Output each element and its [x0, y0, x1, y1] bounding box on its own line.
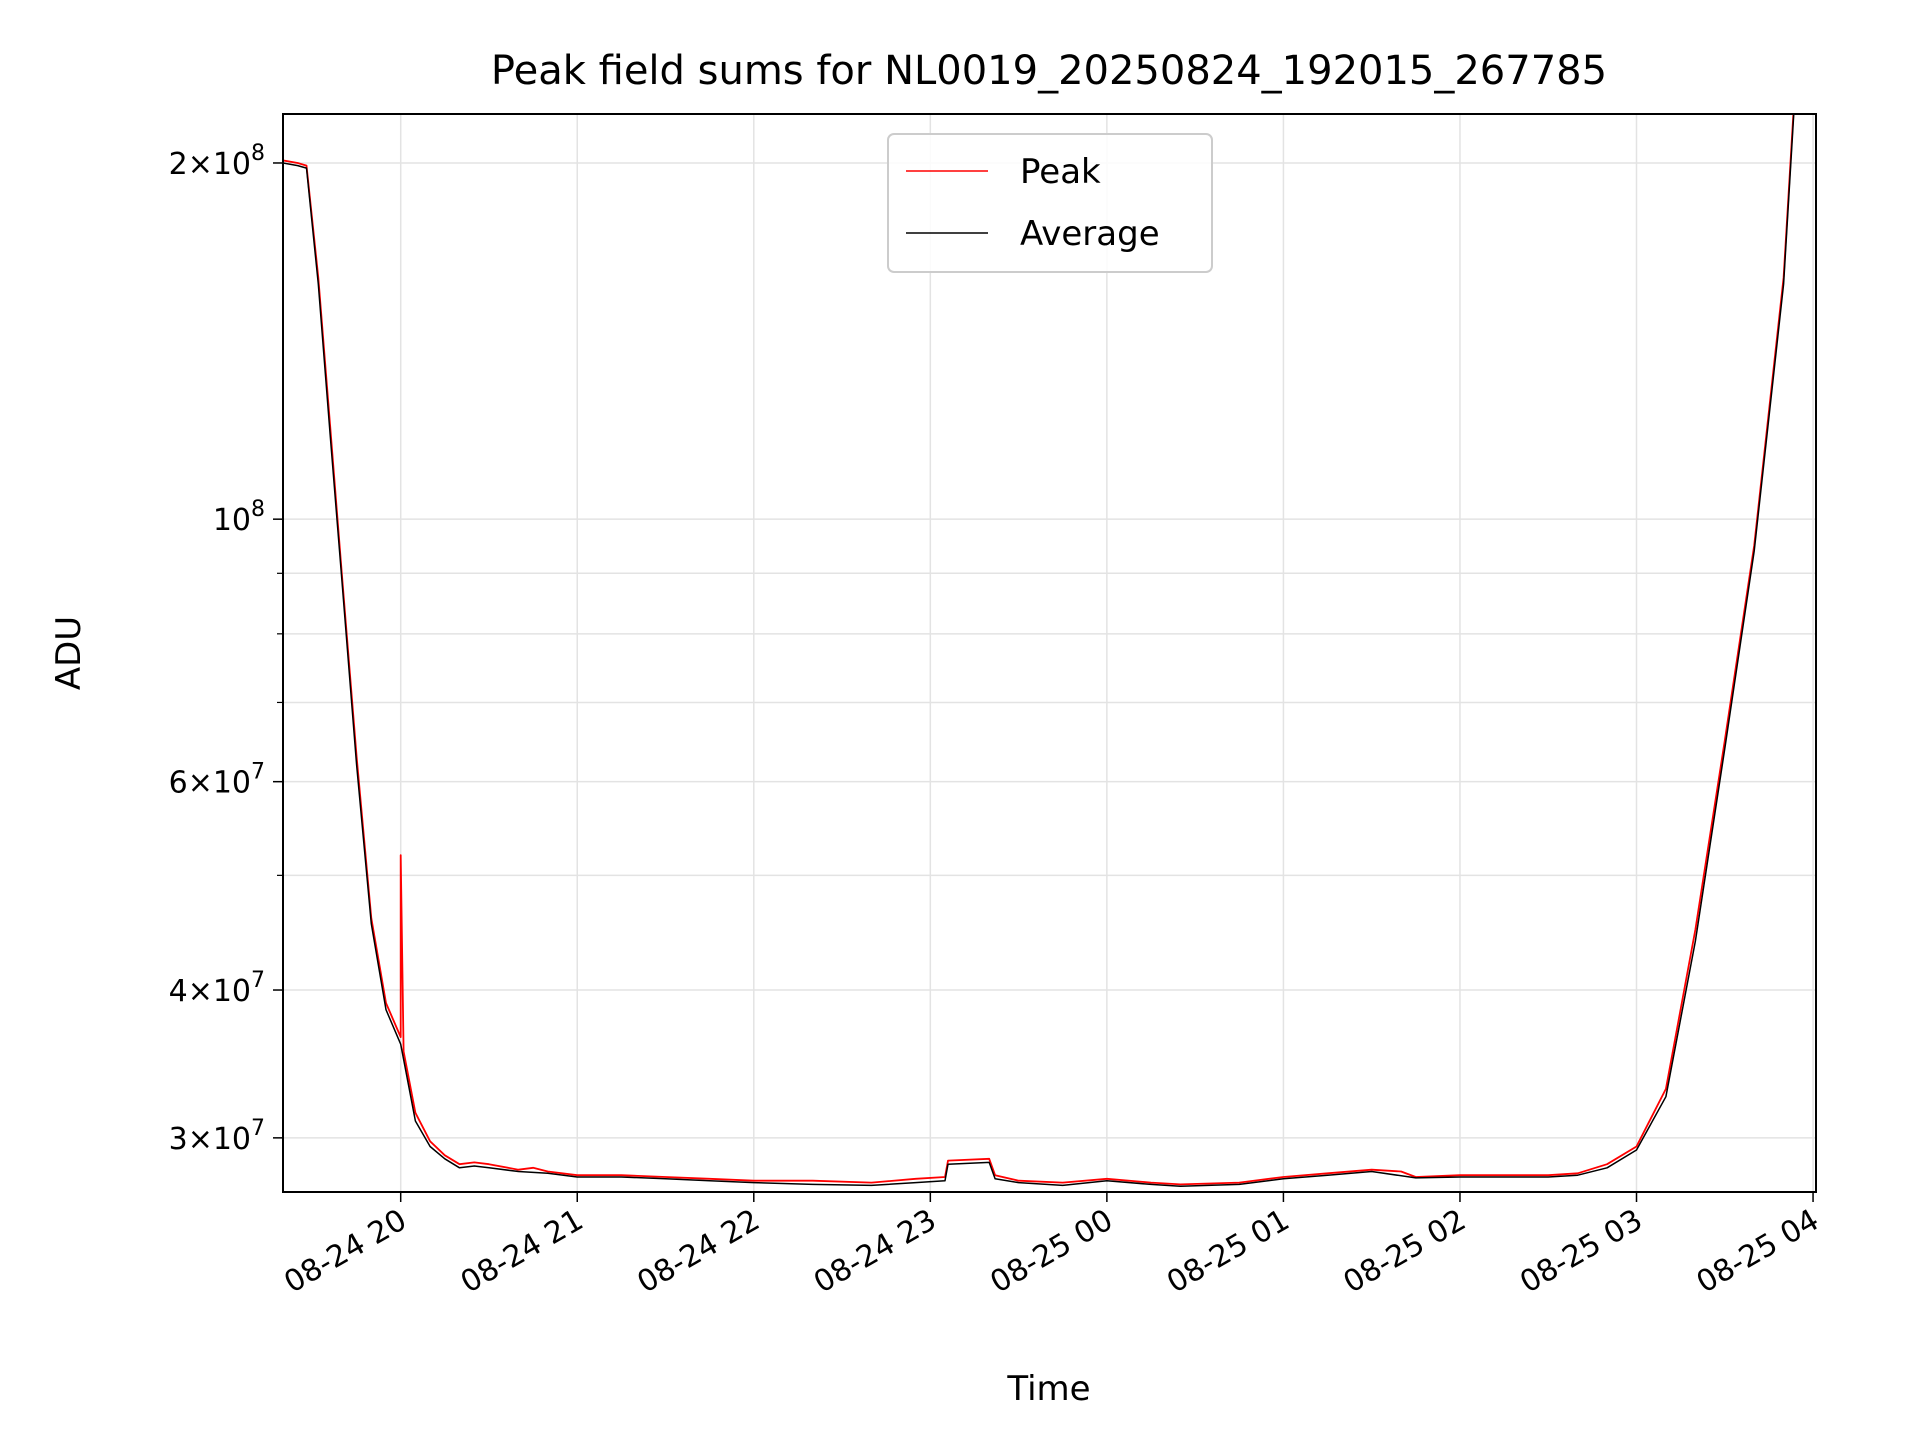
chart-title: Peak field sums for NL0019_20250824_1920…	[491, 48, 1607, 94]
y-tick-label: 2×108	[169, 141, 265, 182]
series-line-peak	[283, 114, 1795, 1186]
y-tick-mantissa: 4	[169, 974, 188, 1009]
series-lines	[283, 114, 1795, 1188]
y-tick-label: 108	[213, 497, 265, 538]
x-axis-label: Time	[1006, 1369, 1090, 1409]
y-tick-exponent: 7	[251, 760, 265, 785]
legend-box	[887, 133, 1213, 273]
legend: Peak Average	[887, 133, 1213, 273]
grid	[283, 114, 1816, 1192]
y-tick-exponent: 8	[251, 141, 265, 166]
plot-background	[283, 114, 1816, 1192]
y-axis-label: ADU	[49, 616, 89, 690]
y-tick-label: 4×107	[169, 968, 265, 1009]
y-tick-exponent: 8	[251, 497, 265, 522]
y-tick-label: 6×107	[169, 760, 265, 801]
y-tick-exponent: 7	[251, 968, 265, 993]
y-tick-label: 3×107	[169, 1116, 265, 1157]
legend-label-average: Average	[1020, 214, 1160, 254]
legend-label-peak: Peak	[1020, 152, 1101, 192]
plot-frame	[282, 113, 1817, 1193]
y-tick-mantissa: 3	[169, 1122, 188, 1157]
y-tick-mantissa: 6	[169, 766, 188, 801]
series-line-average	[283, 114, 1795, 1188]
y-tick-mantissa: 2	[169, 147, 188, 182]
y-tick-exponent: 7	[251, 1116, 265, 1141]
